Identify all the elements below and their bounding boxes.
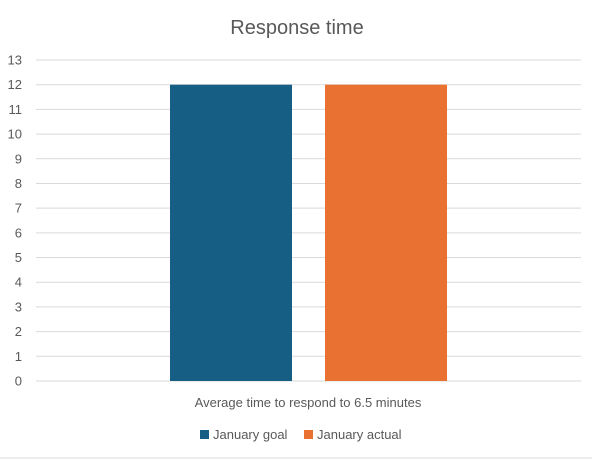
y-tick-label: 3 [15,299,22,314]
y-tick-label: 9 [15,151,22,166]
legend-label: January actual [317,427,402,442]
y-tick-label: 10 [8,127,22,142]
bar-january-goal [170,84,292,381]
y-tick-label: 8 [15,176,22,191]
y-tick-label: 4 [15,275,22,290]
y-tick-label: 12 [8,77,22,92]
bar-january-actual [325,84,447,381]
y-tick-label: 1 [15,349,22,364]
x-category-label: Average time to respond to 6.5 minutes [195,395,422,410]
x-axis-categories: Average time to respond to 6.5 minutes [195,395,422,410]
gridlines [36,59,581,382]
chart-title: Response time [230,17,363,39]
legend: January goal January actual [200,427,402,442]
y-tick-label: 2 [15,324,22,339]
y-tick-label: 13 [8,53,22,68]
y-tick-label: 0 [15,374,22,389]
bars [170,84,447,381]
legend-swatch-january-actual [304,430,313,439]
y-tick-label: 11 [9,102,23,117]
legend-label: January goal [213,427,288,442]
y-tick-label: 6 [15,225,22,240]
legend-swatch-january-goal [200,430,209,439]
y-tick-label: 5 [15,250,22,265]
y-tick-label: 7 [15,201,22,216]
